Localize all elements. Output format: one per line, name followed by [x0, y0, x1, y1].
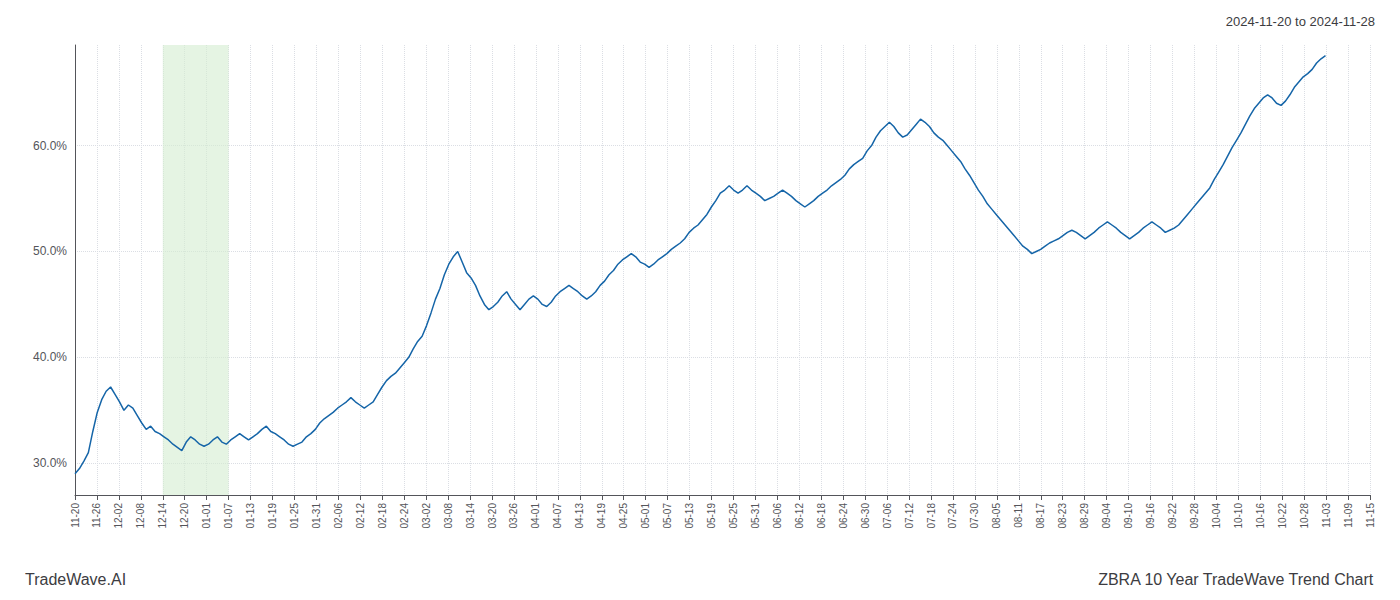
svg-text:04-01: 04-01	[530, 503, 541, 529]
svg-text:11-20: 11-20	[70, 503, 81, 528]
svg-text:10-10: 10-10	[1233, 503, 1244, 529]
svg-text:06-24: 06-24	[838, 503, 849, 529]
svg-text:04-07: 04-07	[552, 503, 563, 529]
svg-text:01-01: 01-01	[201, 503, 212, 529]
svg-text:09-22: 09-22	[1167, 503, 1178, 529]
svg-text:05-31: 05-31	[750, 503, 761, 529]
svg-text:01-25: 01-25	[289, 503, 300, 529]
svg-text:07-30: 07-30	[969, 503, 980, 529]
svg-text:TradeWave.AI: TradeWave.AI	[25, 571, 126, 588]
svg-text:11-03: 11-03	[1321, 503, 1332, 528]
svg-text:07-24: 07-24	[947, 503, 958, 529]
svg-text:12-14: 12-14	[157, 503, 168, 529]
svg-text:09-16: 09-16	[1145, 503, 1156, 529]
svg-text:12-02: 12-02	[113, 503, 124, 529]
svg-text:08-29: 08-29	[1079, 503, 1090, 529]
svg-text:ZBRA 10 Year TradeWave Trend C: ZBRA 10 Year TradeWave Trend Chart	[1098, 571, 1374, 588]
svg-text:03-08: 03-08	[443, 503, 454, 529]
svg-text:10-22: 10-22	[1277, 503, 1288, 529]
svg-text:01-19: 01-19	[267, 503, 278, 529]
svg-text:11-09: 11-09	[1343, 503, 1354, 528]
svg-text:12-08: 12-08	[135, 503, 146, 529]
svg-text:07-12: 07-12	[904, 503, 915, 529]
svg-text:06-12: 06-12	[794, 503, 805, 529]
svg-text:11-26: 11-26	[91, 503, 102, 528]
svg-text:05-01: 05-01	[640, 503, 651, 529]
svg-text:12-20: 12-20	[179, 503, 190, 529]
svg-text:01-13: 01-13	[245, 503, 256, 529]
svg-text:30.0%: 30.0%	[33, 456, 67, 470]
svg-text:05-07: 05-07	[662, 503, 673, 529]
svg-text:09-04: 09-04	[1101, 503, 1112, 529]
svg-text:09-28: 09-28	[1189, 503, 1200, 529]
svg-text:10-16: 10-16	[1255, 503, 1266, 529]
svg-text:07-06: 07-06	[882, 503, 893, 529]
svg-text:07-18: 07-18	[926, 503, 937, 529]
svg-text:08-17: 08-17	[1035, 503, 1046, 529]
svg-text:03-02: 03-02	[421, 503, 432, 529]
svg-text:02-12: 02-12	[355, 503, 366, 529]
svg-text:04-19: 04-19	[596, 503, 607, 529]
svg-text:04-13: 04-13	[574, 503, 585, 529]
svg-text:06-06: 06-06	[772, 503, 783, 529]
svg-text:05-25: 05-25	[728, 503, 739, 529]
svg-text:08-05: 08-05	[991, 503, 1002, 529]
svg-text:10-28: 10-28	[1299, 503, 1310, 529]
svg-text:03-26: 03-26	[508, 503, 519, 529]
svg-text:40.0%: 40.0%	[33, 350, 67, 364]
svg-text:05-13: 05-13	[684, 503, 695, 529]
svg-text:04-25: 04-25	[618, 503, 629, 529]
svg-text:60.0%: 60.0%	[33, 139, 67, 153]
svg-text:01-07: 01-07	[223, 503, 234, 529]
svg-text:08-11: 08-11	[1013, 503, 1024, 528]
svg-text:02-18: 02-18	[377, 503, 388, 529]
svg-text:02-24: 02-24	[399, 503, 410, 529]
svg-text:06-30: 06-30	[860, 503, 871, 529]
svg-text:08-23: 08-23	[1057, 503, 1068, 529]
svg-text:11-15: 11-15	[1365, 503, 1376, 528]
svg-text:03-14: 03-14	[465, 503, 476, 529]
svg-text:09-10: 09-10	[1123, 503, 1134, 529]
svg-text:10-04: 10-04	[1211, 503, 1222, 529]
svg-text:01-31: 01-31	[311, 503, 322, 529]
svg-text:2024-11-20 to 2024-11-28: 2024-11-20 to 2024-11-28	[1226, 14, 1375, 29]
svg-text:06-18: 06-18	[816, 503, 827, 529]
svg-text:05-19: 05-19	[706, 503, 717, 529]
svg-text:50.0%: 50.0%	[33, 244, 67, 258]
svg-text:02-06: 02-06	[333, 503, 344, 529]
svg-text:03-20: 03-20	[487, 503, 498, 529]
